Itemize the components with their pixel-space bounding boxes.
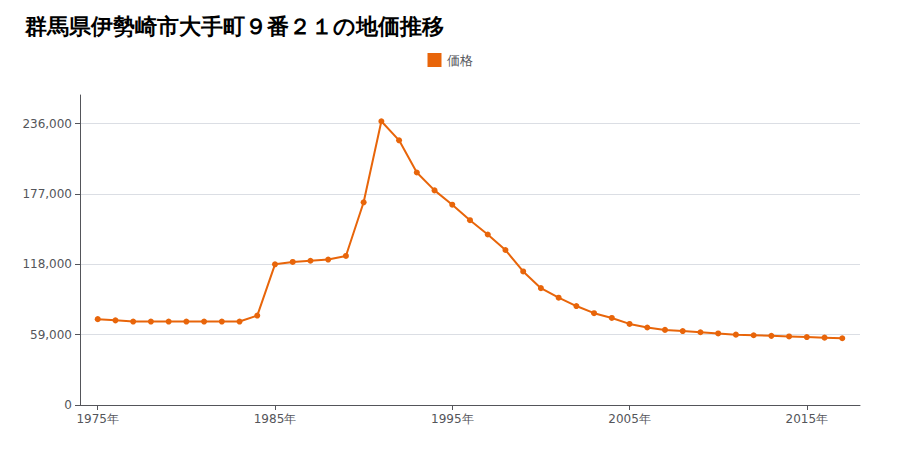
svg-text:1985年: 1985年: [254, 412, 297, 426]
svg-text:236,000: 236,000: [22, 117, 72, 131]
svg-text:177,000: 177,000: [22, 187, 72, 201]
svg-text:1975年: 1975年: [76, 412, 119, 426]
svg-text:59,000: 59,000: [30, 328, 72, 342]
svg-text:118,000: 118,000: [22, 257, 72, 271]
svg-text:2005年: 2005年: [608, 412, 651, 426]
svg-text:1995年: 1995年: [431, 412, 474, 426]
svg-text:0: 0: [64, 398, 72, 412]
svg-text:2015年: 2015年: [786, 412, 829, 426]
svg-text:群馬県伊勢崎市大手町９番２１の地価推移: 群馬県伊勢崎市大手町９番２１の地価推移: [24, 14, 444, 39]
svg-text:価格: 価格: [447, 53, 473, 68]
